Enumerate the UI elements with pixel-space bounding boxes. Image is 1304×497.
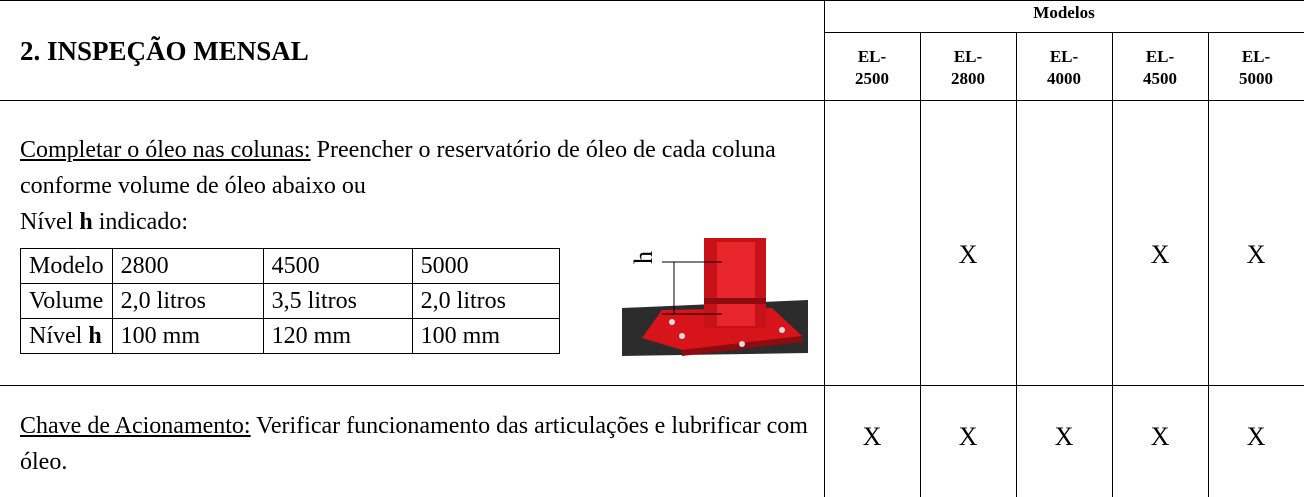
border <box>0 100 1304 101</box>
spec-row: Nível h 100 mm 120 mm 100 mm <box>20 318 560 354</box>
row-text: Chave de Acionamento: Verificar funciona… <box>20 408 810 480</box>
model-mark: X <box>958 240 978 269</box>
image-label: h <box>629 251 658 264</box>
spec-row: Modelo 2800 4500 5000 <box>20 248 560 284</box>
spec-cell: Modelo <box>20 248 113 284</box>
row-lead: Chave de Acionamento: <box>20 413 251 439</box>
section-title: 2. INSPEÇÃO MENSAL <box>20 36 309 66</box>
spec-table: Modelo 2800 4500 5000 Volume 2,0 litros 3,5 li… <box>20 248 560 354</box>
border <box>824 32 1304 33</box>
spec-text: Volume <box>29 288 104 314</box>
border <box>1208 32 1209 497</box>
column-image: h <box>622 238 808 356</box>
row-body: h <box>79 209 93 235</box>
model-mark: X <box>958 422 978 451</box>
model-mark: X <box>1150 422 1170 451</box>
row-body: indicado: <box>92 209 188 235</box>
spec-cell: 2800 <box>111 248 264 284</box>
spec-text: 5000 <box>420 253 469 279</box>
spec-text: 2800 <box>120 253 169 279</box>
model: EL- 2800 <box>951 47 985 88</box>
spec-cell: 2,0 litros <box>111 283 264 319</box>
model-mark: X <box>1246 422 1266 451</box>
spec-text: Modelo <box>29 253 104 279</box>
border <box>1016 32 1017 497</box>
model: EL- 4500 <box>1143 47 1177 88</box>
spec-cell: 100 mm <box>411 318 560 354</box>
spec-text: 2,0 litros <box>120 288 207 314</box>
spec-text: Nível <box>29 323 89 349</box>
spec-text: h <box>88 323 102 349</box>
spec-row: Volume 2,0 litros 3,5 litros 2,0 litros <box>20 283 560 319</box>
spec-cell: 5000 <box>411 248 560 284</box>
spec-text: 2,0 litros <box>420 288 507 314</box>
border <box>824 0 825 497</box>
model-mark: X <box>862 422 882 451</box>
spec-cell: 2,0 litros <box>411 283 560 319</box>
row-body: Preencher o reservatório de óleo de cada… <box>20 137 776 199</box>
border <box>0 385 1304 386</box>
spec-cell: 100 mm <box>111 318 264 354</box>
spec-text: 3,5 litros <box>271 288 358 314</box>
row-body: Nível <box>20 209 80 235</box>
row-lead: Completar o óleo nas colunas: <box>20 137 311 163</box>
spec-cell: 4500 <box>262 248 413 284</box>
spec-text: 4500 <box>271 253 320 279</box>
model-mark: X <box>1054 422 1074 451</box>
model: EL- 4000 <box>1047 47 1081 88</box>
spec-cell: Volume <box>20 283 113 319</box>
border <box>0 0 1304 1</box>
model-mark: X <box>1150 240 1170 269</box>
border <box>920 32 921 497</box>
model: EL- 2500 <box>855 47 889 88</box>
spec-text: 100 mm <box>120 323 201 349</box>
spec-text: 100 mm <box>420 323 501 349</box>
spec-cell: Nível h <box>20 318 113 354</box>
row-body: Verificar funcionamento das articulações… <box>20 413 808 475</box>
border <box>1112 32 1113 497</box>
spec-text: 120 mm <box>271 323 352 349</box>
spec-cell: 120 mm <box>262 318 413 354</box>
spec-cell: 3,5 litros <box>262 283 413 319</box>
models-label: Modelos <box>1033 3 1095 22</box>
row-text: Completar o óleo nas colunas: Preencher … <box>20 132 810 240</box>
model: EL- 5000 <box>1239 47 1273 88</box>
model-mark: X <box>1246 240 1266 269</box>
